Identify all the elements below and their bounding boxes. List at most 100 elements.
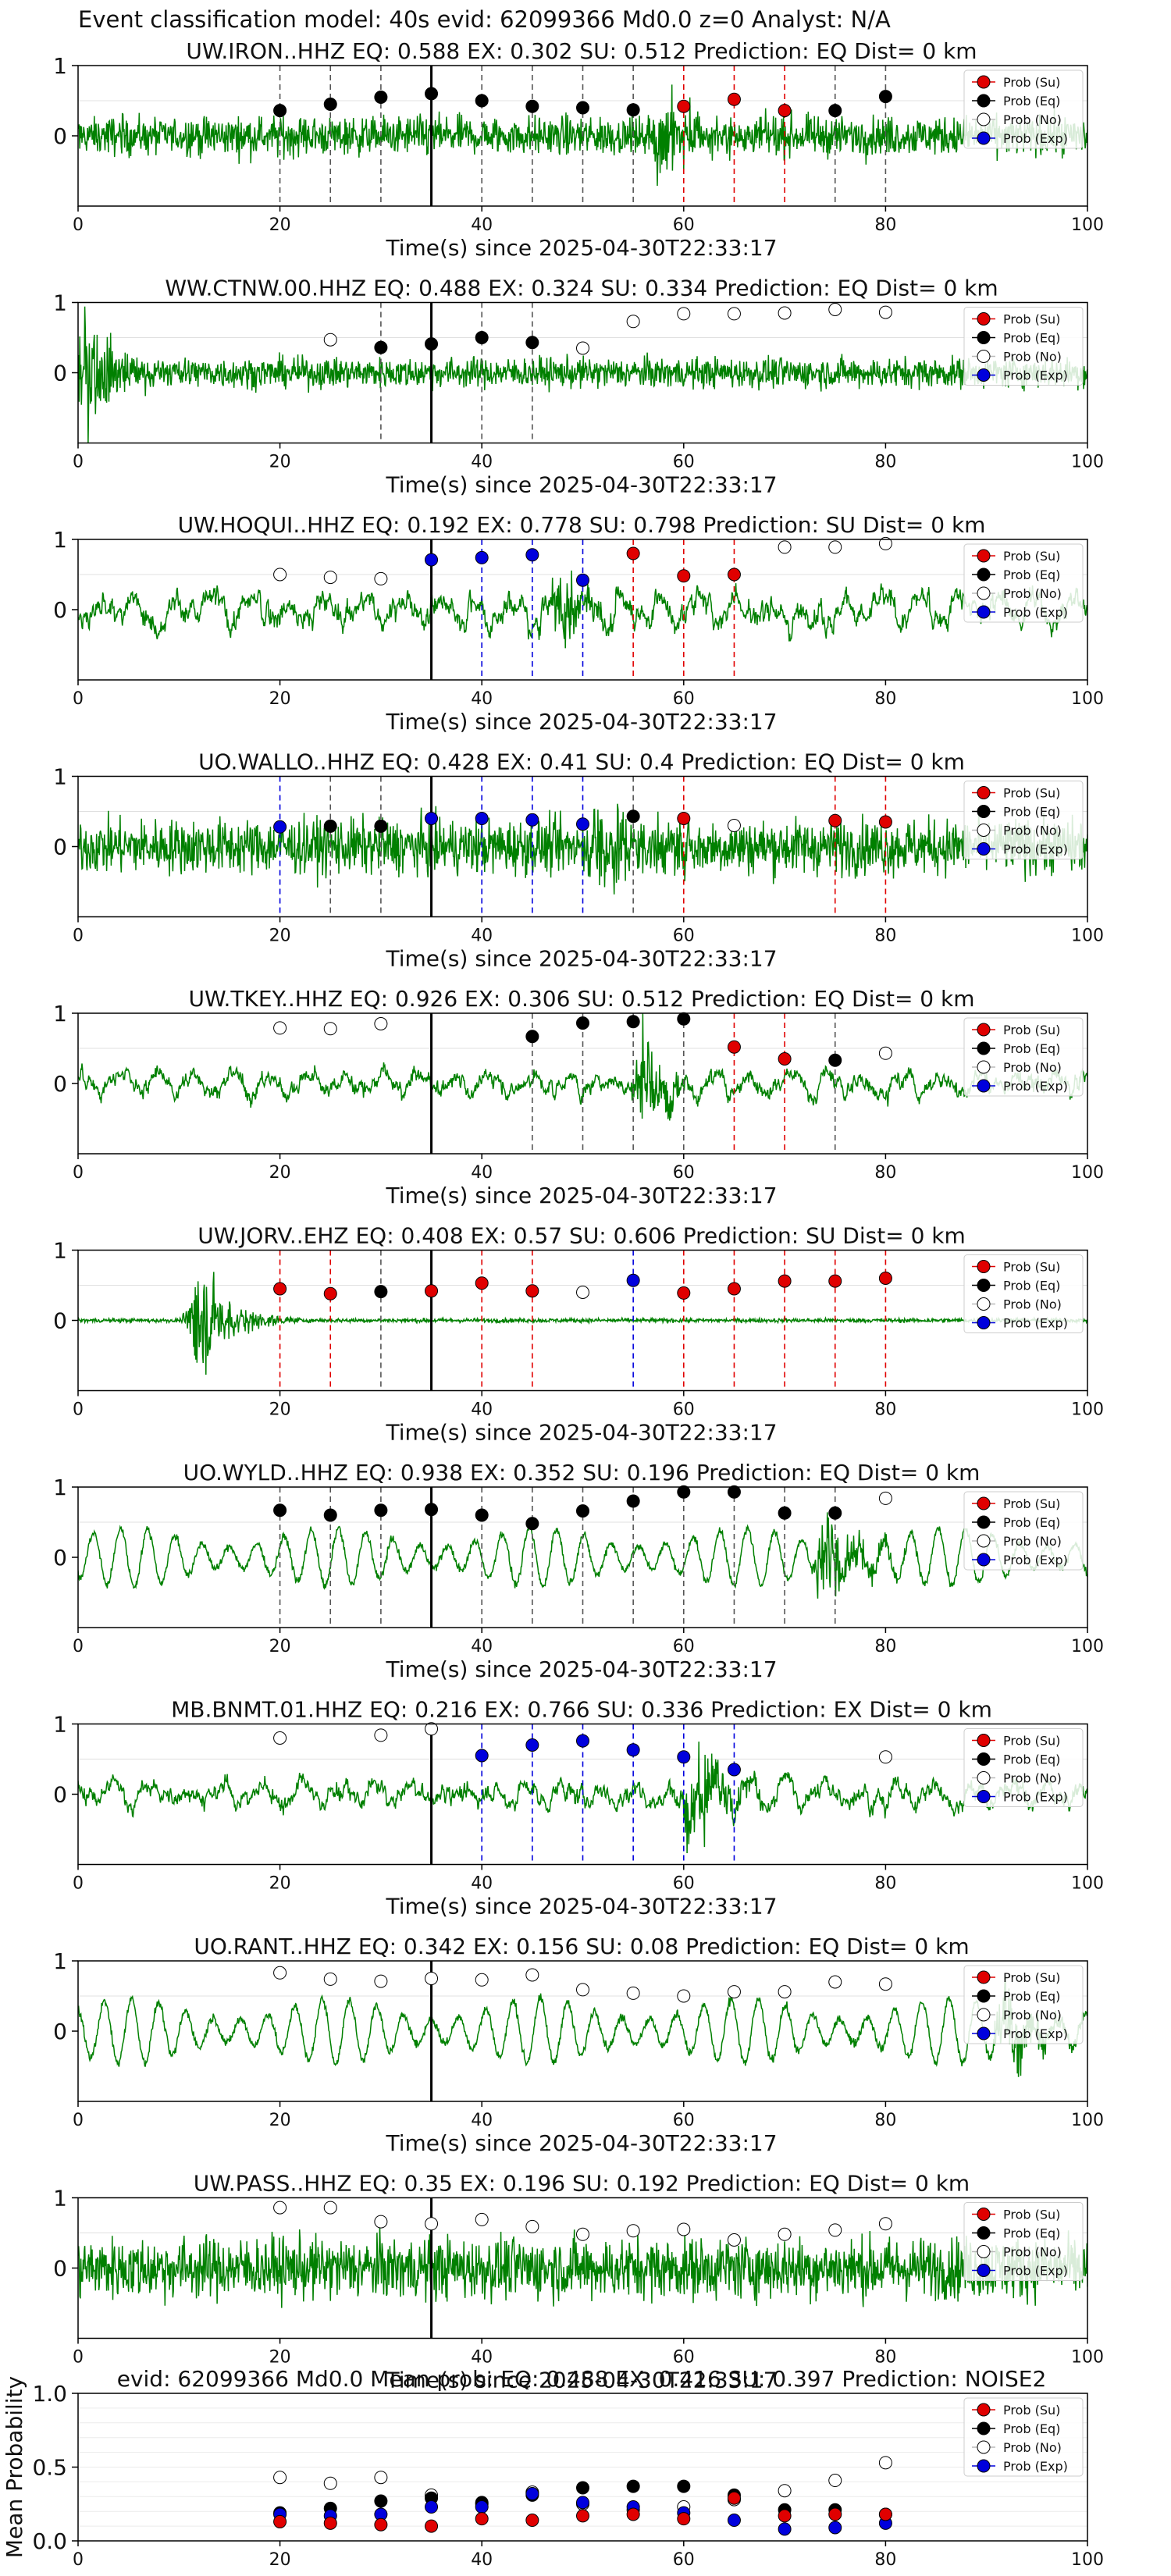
prob-point-exp	[475, 812, 489, 825]
legend-item-exp-marker	[977, 605, 991, 619]
prob-point-exp	[525, 813, 539, 827]
mean-point-exp	[525, 2487, 539, 2501]
x-tick-label: 20	[269, 927, 291, 946]
prob-point-eq	[374, 91, 388, 104]
panel-8: MB.BNMT.01.HHZ EQ: 0.216 EX: 0.766 SU: 0…	[53, 1697, 1104, 1920]
prob-point-no	[828, 303, 842, 316]
legend-item-exp-marker	[977, 2459, 991, 2473]
legend-item-exp-label: Prob (Exp)	[1003, 842, 1068, 857]
waveform-trace	[78, 1975, 1087, 2077]
x-tick-label: 0	[73, 1874, 84, 1894]
panel-title: UO.WYLD..HHZ EQ: 0.938 EX: 0.352 SU: 0.1…	[183, 1460, 981, 1485]
legend-item-eq-label: Prob (Eq)	[1003, 1041, 1060, 1056]
prob-point-eq	[475, 94, 489, 108]
legend-item-no-marker	[977, 1771, 991, 1784]
x-tick-label: 100	[1071, 927, 1104, 946]
x-tick-label: 40	[471, 453, 493, 472]
prob-point-eq	[374, 340, 388, 354]
prob-point-eq	[626, 809, 640, 824]
panel-9: UO.RANT..HHZ EQ: 0.342 EX: 0.156 SU: 0.0…	[53, 1934, 1104, 2156]
legend-item-no-marker	[977, 1297, 991, 1311]
legend: Prob (Su) Prob (Eq) Prob (No) Prob (Exp)	[963, 307, 1084, 386]
panel-title: UW.HOQUI..HHZ EQ: 0.192 EX: 0.778 SU: 0.…	[178, 512, 986, 538]
legend-item-no-label: Prob (No)	[1003, 1534, 1062, 1549]
legend-frame	[963, 543, 1084, 623]
legend-item-eq-marker	[977, 94, 991, 108]
prob-point-eq	[878, 90, 892, 104]
prob-point-no	[878, 305, 892, 319]
x-tick-label: 80	[874, 1163, 896, 1183]
prob-point-no	[878, 1491, 892, 1505]
legend-item-exp-marker	[977, 1553, 991, 1567]
x-tick-label: 100	[1071, 1163, 1104, 1183]
mean-point-eq	[374, 2494, 388, 2508]
prob-point-no	[273, 1966, 287, 1980]
y-tick-label: 1	[53, 1712, 67, 1738]
prob-point-eq	[576, 101, 589, 115]
legend-item-eq-label: Prob (Eq)	[1003, 331, 1060, 346]
legend-item-no-label: Prob (No)	[1003, 2440, 1062, 2455]
legend-item-eq-label: Prob (Eq)	[1003, 805, 1060, 820]
legend-item-eq-marker	[977, 1752, 991, 1766]
prob-point-no	[475, 1973, 489, 1987]
panel-title: UW.PASS..HHZ EQ: 0.35 EX: 0.196 SU: 0.19…	[194, 2171, 970, 2197]
waveform-trace	[78, 2226, 1087, 2308]
x-tick-label: 20	[269, 2348, 291, 2368]
legend: Prob (Su) Prob (Eq) Prob (No) Prob (Exp)	[963, 543, 1084, 623]
x-tick-label: 100	[1071, 1400, 1104, 1420]
y-tick-label: 0.5	[32, 2455, 67, 2481]
prob-point-su	[828, 813, 842, 827]
panel-title: evid: 62099366 Md0.0 Mean prob: EQ: 0.48…	[117, 2366, 1047, 2392]
legend: Prob (Su) Prob (Eq) Prob (No) Prob (Exp)	[963, 2202, 1084, 2281]
prob-point-no	[273, 2201, 287, 2215]
prob-point-no	[323, 333, 337, 347]
x-tick-label: 0	[73, 1637, 84, 1656]
prob-point-no	[878, 536, 892, 550]
y-tick-label: 0	[53, 1308, 67, 1334]
mean-point-su	[323, 2516, 337, 2530]
y-tick-label: 0	[53, 2256, 67, 2282]
legend-item-no-marker	[977, 112, 991, 126]
prob-point-eq	[475, 1508, 489, 1522]
legend-item-su-label: Prob (Su)	[1003, 2403, 1060, 2418]
legend-item-su-marker	[977, 2403, 991, 2417]
x-tick-label: 20	[269, 1400, 291, 1420]
legend-item-eq-marker	[977, 1515, 991, 1529]
x-axis-label: Time(s) since 2025-04-30T22:33:17	[385, 1420, 777, 1446]
x-tick-label: 100	[1071, 453, 1104, 472]
legend-item-no-label: Prob (No)	[1003, 824, 1062, 838]
legend-item-no-marker	[977, 1060, 991, 1074]
x-tick-label: 80	[874, 2348, 896, 2368]
legend-frame	[963, 1254, 1084, 1333]
x-tick-label: 40	[471, 2550, 493, 2570]
x-axis-label: Time(s) since 2025-04-30T22:33:17	[385, 709, 777, 735]
legend-item-no-label: Prob (No)	[1003, 2245, 1062, 2260]
prob-point-eq	[828, 1053, 842, 1067]
prob-point-eq	[525, 1030, 539, 1044]
legend-item-eq-marker	[977, 1041, 991, 1055]
prob-point-eq	[626, 1015, 640, 1029]
prob-point-su	[828, 1274, 842, 1288]
y-tick-label: 0	[53, 1071, 67, 1097]
prob-point-no	[828, 1975, 842, 1989]
prob-point-exp	[727, 1763, 741, 1777]
legend-item-eq-marker	[977, 1989, 991, 2003]
prob-point-no	[425, 1972, 439, 1985]
x-tick-label: 60	[673, 453, 695, 472]
prob-point-eq	[828, 1506, 842, 1520]
panel-title: UO.WALLO..HHZ EQ: 0.428 EX: 0.41 SU: 0.4…	[198, 749, 965, 775]
legend-frame	[963, 1965, 1084, 2044]
prob-point-no	[626, 2224, 640, 2238]
prob-point-su	[273, 1282, 287, 1296]
prob-point-eq	[425, 87, 439, 101]
mean-point-eq	[677, 2479, 691, 2493]
prob-point-su	[677, 569, 691, 583]
panel-title: UO.RANT..HHZ EQ: 0.342 EX: 0.156 SU: 0.0…	[194, 1934, 969, 1959]
prob-point-su	[727, 568, 741, 582]
y-tick-label: 0.0	[32, 2528, 67, 2554]
legend-item-no-label: Prob (No)	[1003, 2008, 1062, 2023]
x-tick-label: 80	[874, 1400, 896, 1420]
mean-point-su	[425, 2519, 439, 2533]
panel-title: UW.TKEY..HHZ EQ: 0.926 EX: 0.306 SU: 0.5…	[188, 986, 974, 1012]
